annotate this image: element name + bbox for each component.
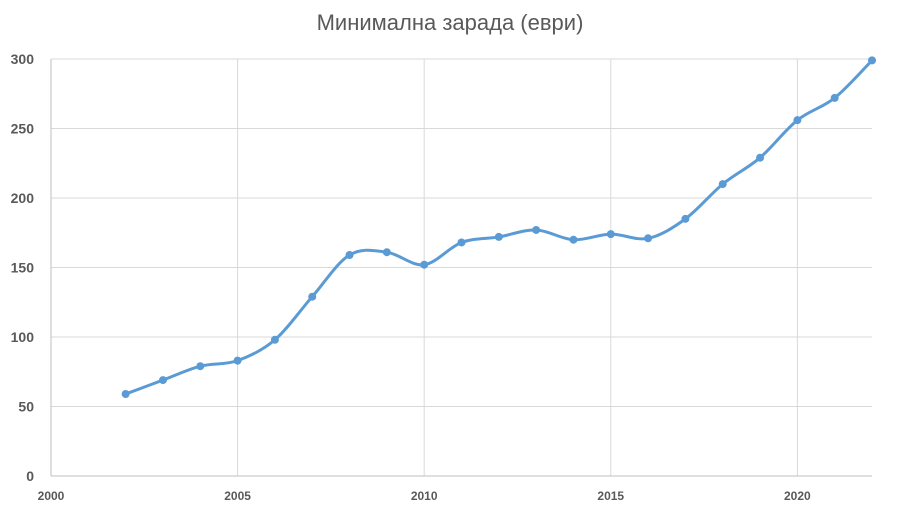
x-tick-labels: 2000 2005 2010 2015 2020 (38, 489, 811, 503)
x-tick-label: 2010 (411, 489, 438, 503)
data-point (308, 292, 317, 301)
y-tick-label: 300 (11, 51, 35, 67)
data-point (532, 225, 541, 234)
data-point (345, 250, 354, 259)
data-point (420, 260, 429, 269)
data-point (457, 238, 466, 247)
data-point (121, 389, 130, 398)
x-tick-label: 2015 (597, 489, 624, 503)
data-point (868, 56, 876, 65)
data-point (270, 335, 279, 344)
x-tick-label: 2005 (224, 489, 251, 503)
axes (50, 59, 872, 477)
data-point (233, 356, 242, 365)
data-point (494, 232, 503, 241)
data-point (830, 93, 839, 102)
data-point (681, 214, 690, 223)
y-tick-label: 100 (11, 329, 35, 345)
data-point (606, 230, 615, 239)
data-point (382, 248, 391, 257)
data-point (569, 235, 578, 244)
data-point (196, 362, 205, 371)
x-tick-label: 2020 (784, 489, 811, 503)
data-point (793, 116, 802, 125)
y-tick-labels: 0 50 100 150 200 250 300 (11, 51, 35, 484)
x-tick-label: 2000 (38, 489, 65, 503)
chart-title: Минимална зарада (еври) (316, 10, 584, 35)
data-point (644, 234, 653, 243)
y-tick-label: 250 (11, 121, 35, 137)
data-series (121, 56, 876, 398)
y-tick-label: 200 (11, 190, 35, 206)
y-tick-label: 50 (18, 399, 34, 415)
y-tick-label: 150 (11, 260, 35, 276)
grid-lines (51, 58, 872, 476)
data-point (158, 376, 167, 385)
data-point (718, 180, 727, 189)
y-tick-label: 0 (26, 468, 34, 484)
data-point (756, 153, 765, 162)
